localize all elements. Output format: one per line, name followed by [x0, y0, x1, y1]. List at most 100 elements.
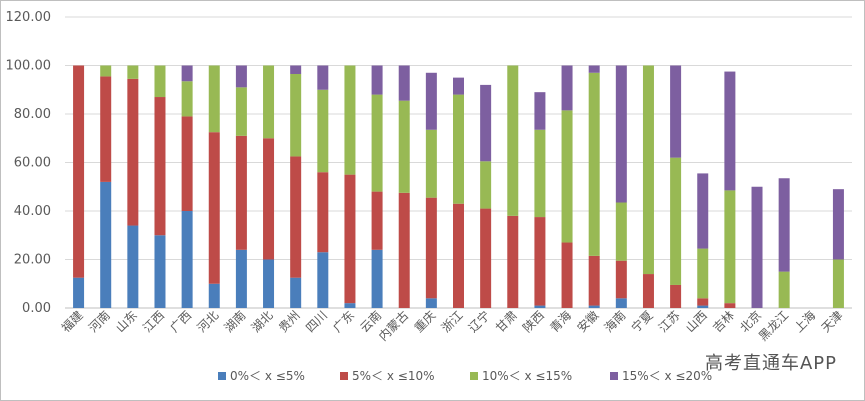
x-tick-label: 山西 — [683, 308, 710, 335]
bar-segment — [263, 65, 275, 139]
watermark-text: 高考直通车APP — [704, 353, 837, 374]
bar-segment — [127, 78, 139, 226]
y-tick-label: 60.00 — [14, 156, 51, 171]
bar-segment — [127, 225, 139, 308]
x-tick-label: 湖北 — [248, 308, 276, 336]
x-tick-label: 河北 — [194, 308, 221, 335]
x-tick-label: 重庆 — [412, 308, 439, 335]
x-tick-label: 浙江 — [439, 308, 466, 335]
bar-segment — [697, 173, 709, 249]
y-tick-label: 0.00 — [22, 301, 51, 316]
legend-label: 15%＜ x ≤20% — [622, 369, 712, 383]
y-tick-label: 100.00 — [6, 59, 52, 74]
bar-segment — [832, 259, 844, 308]
bar-segment — [724, 303, 736, 308]
bar-segment — [371, 249, 383, 308]
bar-segment — [235, 65, 247, 88]
y-tick-label: 20.00 — [14, 253, 51, 268]
x-tick-label: 黑龙江 — [756, 308, 791, 343]
x-tick-label: 青海 — [547, 308, 575, 336]
bar-segment — [453, 203, 464, 308]
bar-segment — [425, 197, 437, 299]
bar-segment — [507, 215, 519, 308]
bar-segment — [588, 65, 600, 73]
x-tick-label: 四川 — [303, 308, 330, 335]
bar-segment — [317, 252, 329, 308]
x-tick-label: 宁夏 — [628, 308, 656, 336]
legend-label: 10%＜ x ≤15% — [482, 369, 572, 383]
bar-segment — [615, 65, 627, 203]
bar-segment — [670, 157, 682, 285]
bar-segment — [181, 116, 193, 211]
legend-swatch — [470, 372, 478, 380]
bar-segment — [398, 100, 410, 193]
bar-segment — [642, 65, 654, 275]
x-tick-label: 海南 — [601, 308, 629, 336]
x-tick-label: 内蒙古 — [375, 308, 411, 344]
x-tick-label: 甘肃 — [493, 308, 520, 335]
bar-segment — [371, 191, 383, 250]
bar-segment — [534, 305, 546, 308]
bar-segment — [181, 65, 193, 82]
bar-segment — [588, 255, 600, 306]
bar-segment — [344, 174, 356, 304]
bar-segment — [425, 129, 437, 198]
bar-segment — [425, 72, 437, 130]
bar-segment — [832, 189, 844, 260]
x-tick-label: 贵州 — [276, 308, 303, 335]
x-tick-label: 江苏 — [656, 308, 683, 335]
bar-segment — [642, 274, 654, 308]
bar-segment — [235, 87, 247, 136]
bar-segment — [670, 284, 682, 308]
legend-swatch — [218, 372, 226, 380]
bar-segment — [317, 65, 329, 90]
bar-segment — [697, 248, 709, 299]
bar-segment — [561, 242, 573, 308]
bar-segment — [371, 65, 383, 95]
bar-segment — [697, 305, 709, 308]
bar-segment — [100, 181, 112, 308]
y-tick-label: 40.00 — [14, 204, 51, 219]
bar-segment — [344, 65, 356, 175]
bar-segment — [100, 65, 112, 77]
bar-segment — [398, 65, 410, 101]
bar-segment — [480, 161, 492, 209]
bar-segment — [181, 211, 193, 308]
bar-segment — [615, 202, 627, 261]
bar-segment — [290, 65, 302, 74]
bar-segment — [778, 271, 790, 308]
bar-segment — [480, 208, 492, 308]
bar-segment — [100, 76, 112, 182]
x-tick-label: 辽宁 — [465, 308, 493, 336]
bar-segment — [208, 65, 220, 133]
x-tick-label: 福建 — [58, 308, 86, 336]
bar-segment — [507, 65, 519, 216]
bar-segment — [371, 94, 383, 192]
x-tick-label: 陕西 — [519, 308, 547, 336]
bar-segment — [290, 277, 302, 308]
bar-segment — [615, 260, 627, 299]
x-tick-label: 天津 — [819, 308, 846, 335]
bar-segment — [73, 277, 85, 308]
x-tick-label: 江西 — [140, 308, 167, 335]
bar-segment — [398, 192, 410, 308]
y-tick-label: 120.00 — [6, 10, 52, 25]
bar-segment — [154, 97, 166, 236]
legend-swatch — [340, 372, 348, 380]
x-tick-label: 吉林 — [710, 308, 737, 335]
bar-segment — [263, 138, 275, 260]
bar-segment — [534, 129, 546, 218]
bar-segment — [724, 71, 736, 191]
bar-segment — [290, 156, 302, 278]
bar-segment — [235, 135, 247, 250]
bar-segment — [425, 298, 437, 308]
bar-segment — [561, 110, 573, 243]
x-tick-label: 广东 — [330, 308, 357, 335]
bar-segment — [208, 283, 220, 308]
bar-segment — [697, 298, 709, 306]
bar-segment — [534, 217, 546, 306]
bar-segment — [778, 178, 790, 272]
x-tick-label: 广西 — [167, 308, 194, 335]
bar-segment — [154, 65, 166, 98]
